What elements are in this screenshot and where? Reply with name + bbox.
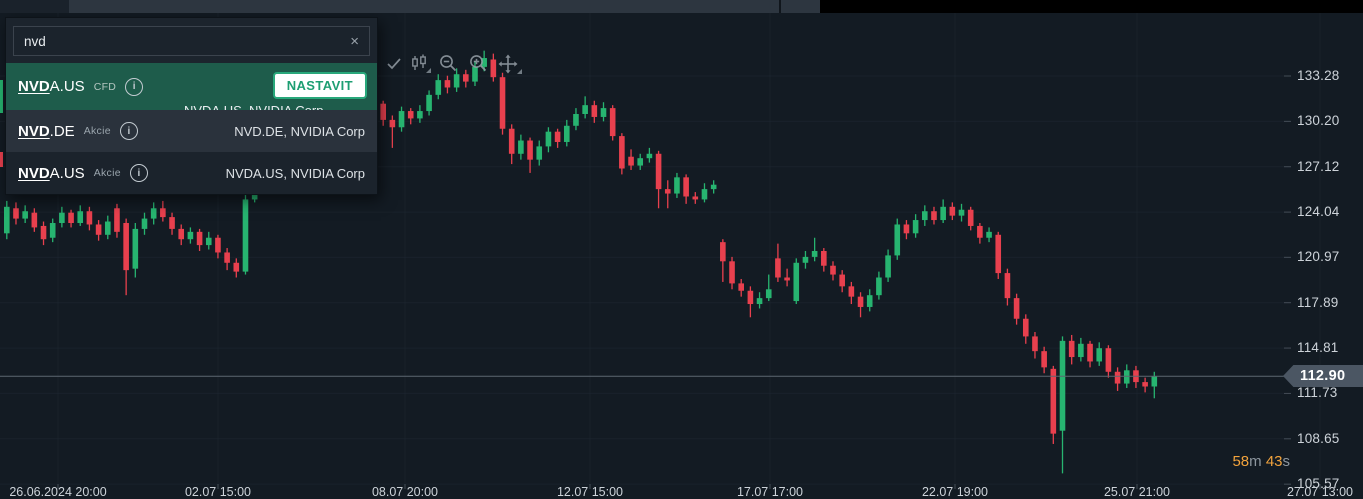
candle-sliver-green — [0, 80, 3, 113]
instrument-description: NVD.DE, NVIDIA Corp — [234, 123, 365, 139]
instrument-symbol: NVD.DE — [18, 122, 75, 140]
current-price-badge: 112.90 — [1283, 365, 1363, 387]
time-tick-label: 25.07 21:00 — [1103, 485, 1171, 499]
price-tick-label: 111.73 — [1297, 385, 1338, 401]
instrument-type-badge: CFD — [93, 80, 117, 93]
chart-type-dropdown-arrow-icon[interactable] — [426, 68, 431, 73]
top-tab-divider — [779, 0, 781, 13]
clear-search-icon[interactable]: × — [350, 32, 359, 50]
pan-move-icon[interactable] — [498, 54, 518, 74]
top-bar-empty-area — [820, 0, 1363, 13]
instrument-symbol: NVDA.US — [18, 78, 85, 95]
time-tick-label: 08.07 20:00 — [371, 485, 439, 499]
price-tick-label: 130.20 — [1297, 113, 1340, 129]
instrument-description: NVDA.US, NVIDIA Corp — [225, 165, 365, 181]
search-box: × — [13, 26, 370, 56]
top-tab-main[interactable] — [69, 0, 779, 13]
countdown-seconds: 43 — [1265, 453, 1283, 470]
price-tick-label: 124.04 — [1297, 204, 1340, 220]
top-bar-left-segment — [0, 0, 69, 13]
time-tick-label: 17.07 17:00 — [736, 485, 804, 499]
candle-sliver-red — [0, 152, 3, 167]
info-icon[interactable]: i — [119, 122, 138, 140]
nastavit-button[interactable]: NASTAVIT — [272, 72, 367, 99]
pan-dropdown-arrow-icon[interactable] — [517, 69, 522, 74]
confirm-check-icon[interactable] — [385, 54, 405, 74]
instrument-search-panel: × NVDA.US CFD i NVDA.US, NVIDIA Corp NAS… — [5, 17, 378, 195]
info-icon[interactable]: i — [125, 77, 144, 96]
search-result-nvda-us-cfd[interactable]: NVDA.US CFD i NVDA.US, NVIDIA Corp NASTA… — [6, 63, 377, 110]
top-tab-secondary[interactable] — [781, 0, 820, 13]
countdown-minutes: 58 — [1232, 453, 1250, 470]
time-tick-label: 26.06.2024 20:00 — [9, 485, 107, 499]
price-tick-label: 127.12 — [1297, 158, 1340, 174]
instrument-description-clipped: NVDA.US, NVIDIA Corp — [184, 103, 323, 110]
zoom-in-icon[interactable] — [469, 54, 489, 74]
price-tick-label: 133.28 — [1297, 68, 1340, 83]
time-tick-label: 22.07 19:00 — [921, 485, 989, 499]
search-result-nvda-us-stock[interactable]: NVDA.US Akcie i NVDA.US, NVIDIA Corp — [6, 152, 377, 194]
instrument-type-badge: Akcie — [83, 125, 111, 137]
chart-type-candles-icon[interactable] — [411, 54, 431, 74]
time-tick-label: 12.07 15:00 — [556, 485, 624, 499]
zoom-out-icon[interactable] — [439, 54, 459, 74]
info-icon[interactable]: i — [129, 164, 148, 182]
price-tick-label: 114.81 — [1297, 340, 1339, 356]
search-result-nvd-de[interactable]: NVD.DE Akcie i NVD.DE, NVIDIA Corp — [6, 110, 377, 152]
instrument-symbol: NVDA.US — [18, 164, 85, 182]
instrument-type-badge: Akcie — [93, 167, 121, 179]
time-tick-label: 02.07 15:00 — [184, 485, 252, 499]
price-tick-label: 120.97 — [1297, 249, 1340, 265]
top-bar — [0, 0, 1363, 13]
search-input[interactable] — [24, 33, 351, 49]
candle-countdown: 58m 43s — [1232, 453, 1290, 470]
price-tick-label: 108.65 — [1297, 430, 1340, 446]
price-tick-label: 105.57 — [1297, 476, 1340, 492]
time-tick-label: 27.07 13:00 — [1286, 485, 1354, 499]
price-tick-label: 117.89 — [1297, 294, 1339, 310]
